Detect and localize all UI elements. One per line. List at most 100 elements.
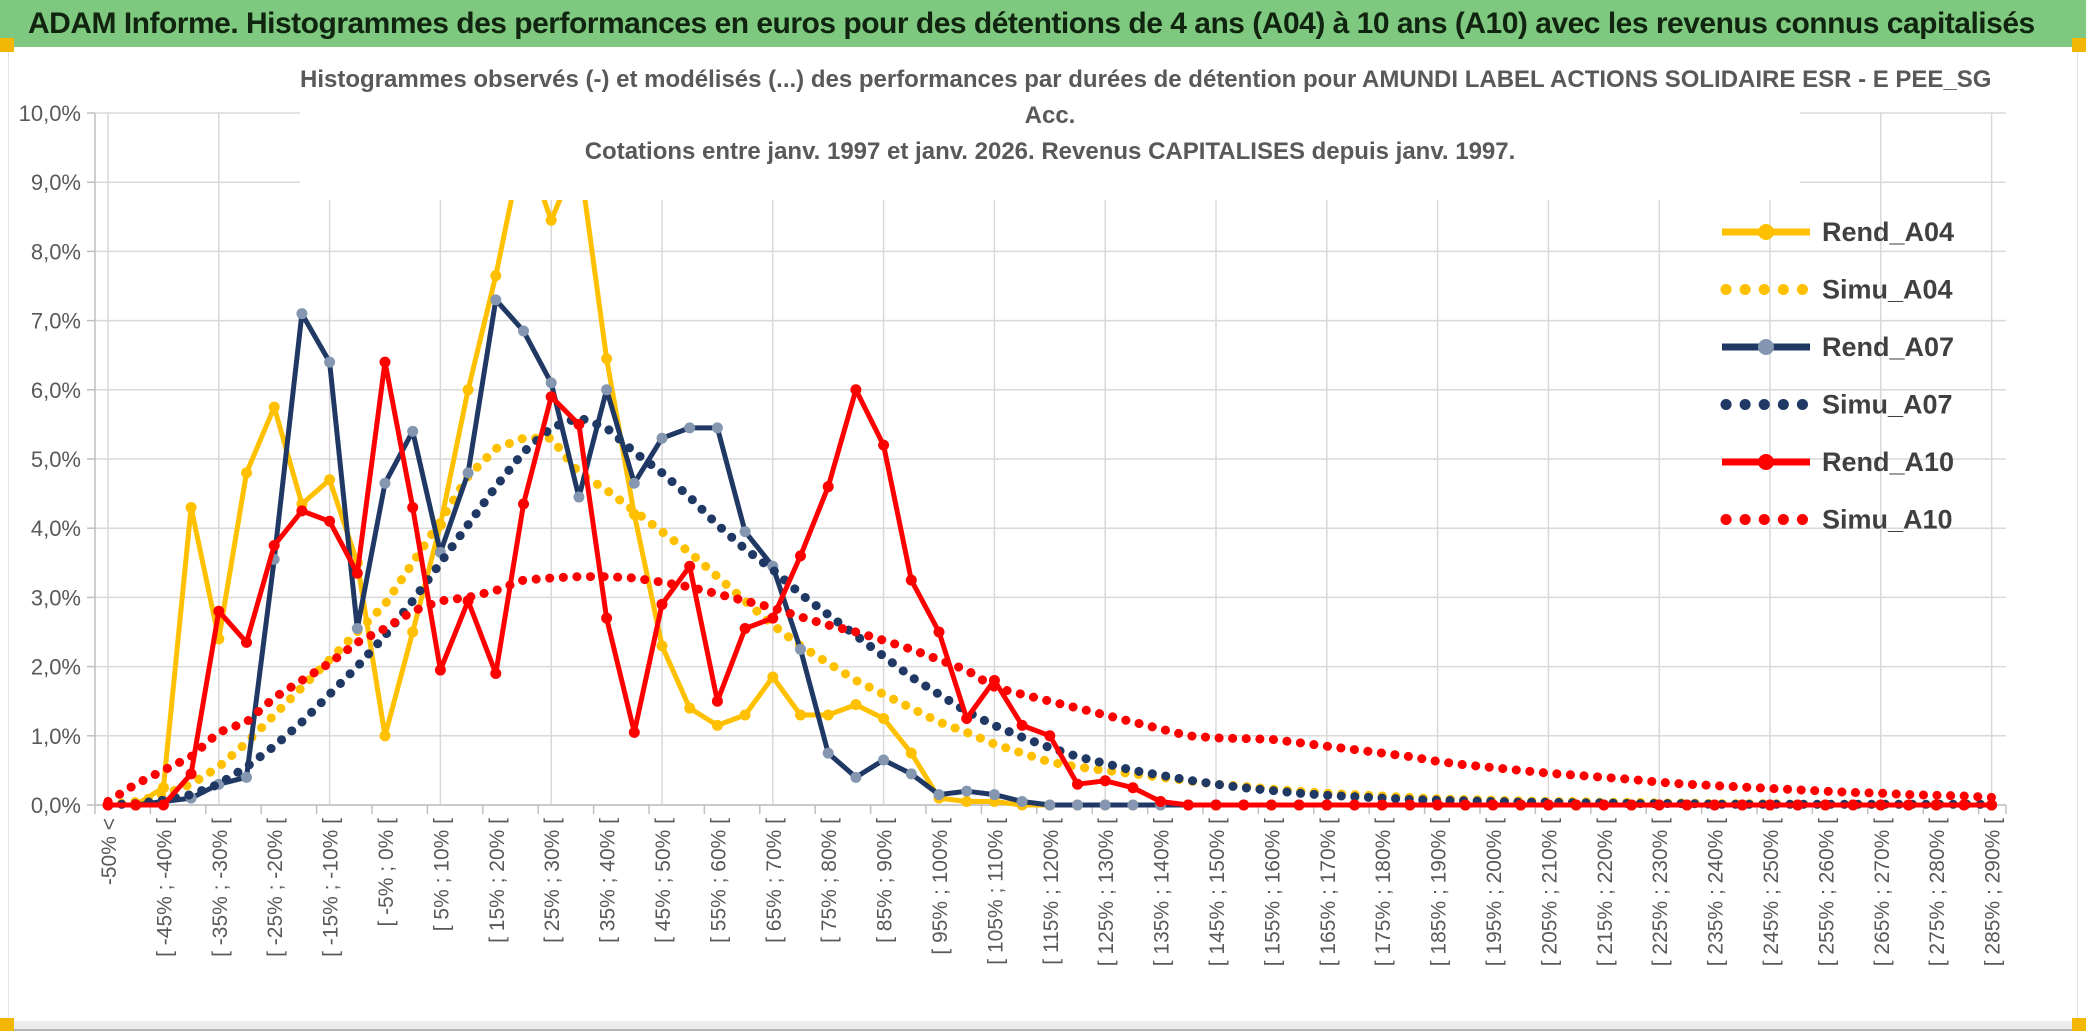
series-marker-Rend_A10 (656, 598, 668, 610)
x-axis-label: [ 25% ; 30% [ (541, 818, 564, 943)
series-marker-Rend_A04 (684, 702, 696, 714)
series-marker-Rend_A10 (518, 498, 529, 510)
series-marker-Rend_A10 (933, 626, 945, 638)
series-marker-Rend_A04 (268, 401, 280, 413)
series-marker-Rend_A10 (1376, 799, 1388, 811)
y-axis-label: 1,0% (31, 724, 81, 749)
x-axis-label: [ 35% ; 40% [ (597, 818, 620, 943)
series-marker-Rend_A07 (795, 643, 806, 655)
series-marker-Rend_A07 (407, 425, 419, 437)
y-axis-label: 8,0% (31, 239, 81, 264)
series-marker-Rend_A07 (933, 789, 945, 801)
series-marker-Rend_A10 (1265, 799, 1277, 811)
series-marker-Rend_A10 (379, 356, 391, 368)
x-axis-label: [ 125% ; 130% [ (1095, 818, 1118, 966)
y-axis-label: 7,0% (31, 309, 81, 334)
series-marker-Rend_A07 (822, 747, 834, 759)
footer-bar (0, 1021, 2086, 1031)
right-edge-line (2077, 52, 2078, 1021)
series-marker-Rend_A10 (628, 726, 640, 738)
series-marker-Rend_A07 (961, 785, 973, 797)
legend-label: Simu_A04 (1822, 275, 1953, 305)
series-marker-Rend_A04 (739, 709, 751, 721)
legend-item-Simu_A07[interactable]: Simu_A07 (1720, 390, 1953, 420)
series-marker-Rend_A10 (1293, 799, 1305, 811)
legend-item-Simu_A10[interactable]: Simu_A10 (1720, 505, 1953, 535)
series-marker-Rend_A04 (656, 640, 668, 652)
series-marker-Rend_A07 (739, 526, 751, 538)
banner-text: ADAM Informe. Histogrammes des performan… (28, 6, 2035, 40)
series-marker-Rend_A04 (462, 384, 474, 396)
series-marker-Rend_A10 (1764, 799, 1776, 811)
chart-title-line3: Cotations entre janv. 1997 et janv. 2026… (584, 138, 1516, 165)
series-marker-Rend_A07 (545, 377, 557, 389)
legend-label: Simu_A07 (1822, 390, 1953, 420)
series-marker-Rend_A10 (1321, 799, 1333, 811)
series-marker-Rend_A07 (601, 384, 613, 396)
y-axis-label: 4,0% (31, 516, 81, 541)
series-marker-Rend_A04 (850, 699, 862, 711)
series-marker-Rend_A07 (379, 477, 391, 489)
x-axis-label: [ 65% ; 70% [ (763, 818, 786, 943)
x-axis-label: [ 165% ; 170% [ (1317, 818, 1340, 966)
series-marker-Rend_A10 (490, 668, 502, 680)
series-marker-Rend_A04 (407, 626, 419, 638)
legend-item-Rend_A07[interactable]: Rend_A07 (1722, 332, 1954, 362)
series-marker-Rend_A04 (185, 501, 197, 513)
series-marker-Rend_A10 (1016, 719, 1028, 731)
series-marker-Rend_A07 (462, 467, 474, 479)
series-marker-Rend_A07 (1072, 799, 1083, 811)
series-marker-Rend_A10 (1349, 799, 1360, 811)
series-marker-Rend_A04 (961, 796, 973, 808)
series-marker-Rend_A10 (434, 664, 446, 676)
x-axis-label: [ 205% ; 210% [ (1538, 818, 1561, 966)
legend-item-Rend_A04[interactable]: Rend_A04 (1722, 217, 1954, 247)
series-marker-Rend_A10 (545, 391, 557, 403)
series-marker-Rend_A04 (767, 671, 779, 683)
series-line-Rend_A07 (108, 297, 1992, 808)
series-marker-Rend_A07 (518, 325, 529, 337)
series-marker-Rend_A07 (1044, 799, 1056, 811)
series-marker-Rend_A10 (1072, 778, 1083, 790)
series-marker-Rend_A10 (1875, 799, 1887, 811)
series-marker-Rend_A10 (1238, 799, 1250, 811)
legend-item-Rend_A10[interactable]: Rend_A10 (1722, 447, 1954, 477)
corner-accent-top-left (0, 38, 14, 52)
series-marker-Rend_A04 (711, 719, 723, 731)
series-marker-Rend_A07 (878, 754, 890, 766)
series-marker-Rend_A07 (905, 768, 917, 780)
series-marker-Rend_A04 (822, 709, 834, 721)
x-axis-label: [ -5% ; 0% [ (375, 818, 398, 927)
x-axis-label: -50% < (98, 818, 121, 885)
series-marker-Rend_A10 (1404, 799, 1416, 811)
series-marker-Rend_A10 (822, 481, 834, 493)
series-marker-Rend_A04 (601, 353, 613, 365)
x-axis-label: [ 275% ; 280% [ (1926, 818, 1949, 966)
x-axis-label: [ 195% ; 200% [ (1483, 818, 1506, 966)
series-marker-Rend_A07 (988, 789, 1000, 801)
x-axis-label: [ 85% ; 90% [ (874, 818, 897, 943)
x-axis-label: [ 115% ; 120% [ (1040, 818, 1063, 965)
series-marker-Rend_A07 (1127, 799, 1139, 811)
x-axis-label: [ -15% ; -10% [ (320, 818, 343, 957)
legend-marker-sample (1758, 224, 1774, 240)
series-marker-Rend_A07 (656, 432, 668, 444)
series-marker-Rend_A07 (296, 308, 308, 320)
x-axis-label: [ -35% ; -30% [ (209, 818, 232, 957)
x-axis-label: [ -25% ; -20% [ (264, 818, 287, 957)
series-marker-Rend_A07 (490, 294, 502, 306)
series-marker-Rend_A10 (1542, 799, 1554, 811)
series-marker-Rend_A07 (351, 623, 363, 635)
series-marker-Rend_A10 (1044, 730, 1056, 742)
series-marker-Rend_A04 (905, 747, 917, 759)
legend-label: Rend_A07 (1822, 332, 1954, 362)
series-marker-Rend_A07 (324, 356, 336, 368)
series-marker-Rend_A10 (1099, 775, 1111, 787)
legend-item-Simu_A04[interactable]: Simu_A04 (1720, 275, 1953, 305)
legend-marker-sample (1758, 454, 1774, 470)
chart-title: Histogrammes observés (-) et modélisés (… (300, 62, 1991, 200)
x-axis-label: [ 185% ; 190% [ (1428, 818, 1451, 966)
x-axis-label: [ 225% ; 230% [ (1649, 818, 1672, 966)
series-marker-Rend_A10 (1570, 799, 1582, 811)
